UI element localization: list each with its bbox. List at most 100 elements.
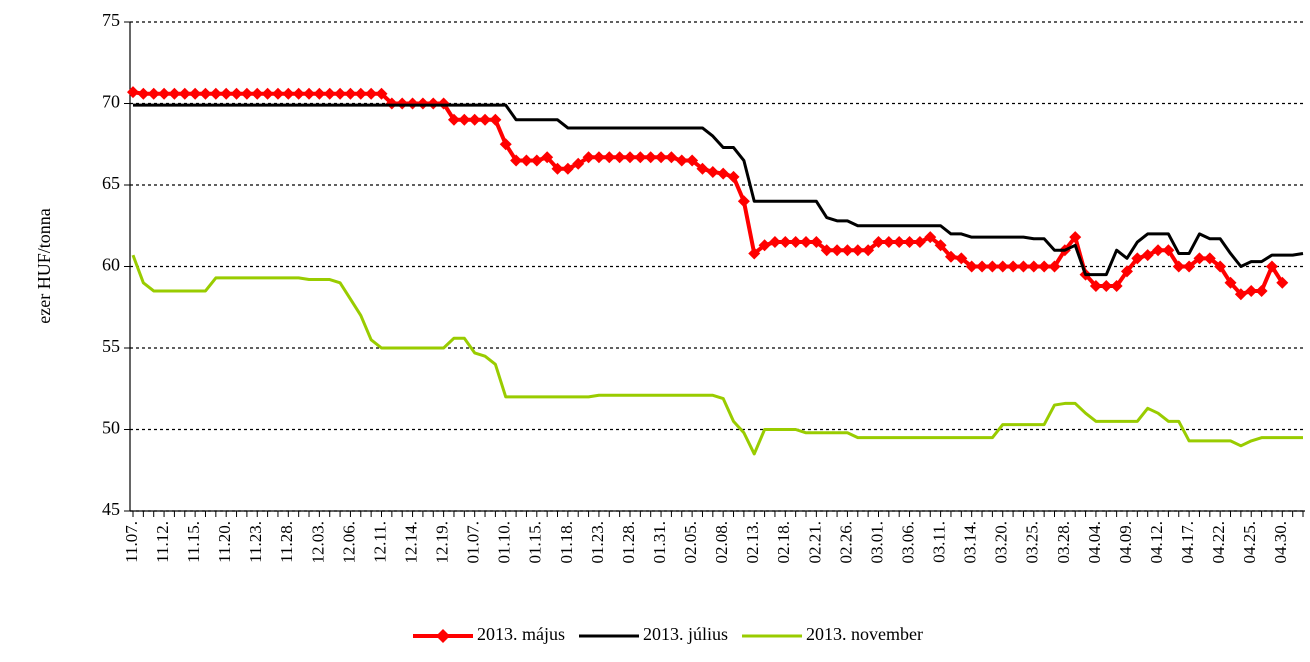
series-marker [1172,260,1185,273]
x-tick-label: 02.18. [774,521,793,564]
series-marker [1131,252,1144,265]
y-tick-label: 55 [102,336,120,356]
series-marker [230,87,243,100]
series-marker [365,87,378,100]
x-tick-label: 12.19. [433,521,452,564]
series-marker [893,236,906,249]
series-marker [1255,284,1268,297]
series-marker [1120,265,1133,278]
series-marker [768,236,781,249]
series-marker [1276,276,1289,289]
series-marker [706,165,719,178]
series-marker [1203,252,1216,265]
series-marker [872,236,885,249]
series-marker [623,151,636,164]
series-marker [1152,244,1165,257]
x-tick-label: 01.18. [557,521,576,564]
x-tick-label: 03.01. [867,521,886,564]
series-marker [375,87,388,100]
series-marker [634,151,647,164]
legend-label: 2013. július [643,624,728,644]
series-marker [178,87,191,100]
series-marker [1234,288,1247,301]
x-tick-label: 01.23. [588,521,607,564]
legend: 2013. május 2013. július 2013. november [413,624,923,644]
y-axis-label: ezer HUF/tonna [34,208,54,323]
series-marker [582,151,595,164]
series-marker [1017,260,1030,273]
series-marker [282,87,295,100]
series-marker [303,87,316,100]
series-marker [334,87,347,100]
series-marker [882,236,895,249]
x-tick-label: 11.20. [215,521,234,563]
legend-label: 2013. november [806,624,923,644]
x-tick-label: 04.04. [1085,521,1104,564]
x-tick-label: 02.13. [743,521,762,564]
series-marker [1193,252,1206,265]
series-marker [220,87,233,100]
x-tick-label: 01.07. [464,521,483,564]
series-marker [934,239,947,252]
legend-item: 2013. május [413,624,565,644]
x-tick-label: 03.06. [898,521,917,564]
x-tick-label: 04.22. [1209,521,1228,564]
series-marker [831,244,844,257]
series-marker [696,162,709,175]
series-marker [924,231,937,244]
series-marker [499,138,512,151]
series-marker [1007,260,1020,273]
x-tick-label: 04.25. [1240,521,1259,564]
series-marker [551,162,564,175]
series-marker [748,247,761,260]
series-marker [675,154,688,167]
series-marker [613,151,626,164]
series-marker [686,154,699,167]
series-marker [199,87,212,100]
x-tick-label: 02.05. [681,521,700,564]
series-marker [1048,260,1061,273]
series-marker [189,87,202,100]
series-marker [665,151,678,164]
x-tick-label: 01.31. [650,521,669,564]
series-marker [427,97,440,110]
legend-label: 2013. május [477,624,565,644]
series-line [131,254,1303,456]
series-marker [1141,249,1154,262]
series-marker [841,244,854,257]
y-tick-label: 75 [102,10,120,30]
series-marker [1183,260,1196,273]
series-marker [1162,244,1175,257]
series-marker [323,87,336,100]
series-marker [344,87,357,100]
x-tick-label: 02.21. [805,521,824,564]
legend-item: 2013. november [742,624,923,644]
x-tick-label: 11.07. [122,521,141,563]
y-tick-label: 60 [102,255,120,275]
series-marker [1089,280,1102,293]
series-marker [510,154,523,167]
series-marker [903,236,916,249]
series-marker [913,236,926,249]
series-marker [976,260,989,273]
series-marker [396,97,409,110]
series-marker [209,87,222,100]
series-line [133,103,1304,277]
series-marker [541,151,554,164]
series-marker [1214,260,1227,273]
x-tick-label: 11.28. [277,521,296,563]
series-marker [1265,260,1278,273]
series-marker [1224,276,1237,289]
y-tick-label: 50 [102,418,120,438]
y-tick-label: 65 [102,173,120,193]
series-marker [168,87,181,100]
series-marker [406,97,419,110]
x-tick-label: 11.12. [153,521,172,563]
series-marker [779,236,792,249]
series-marker [137,87,150,100]
x-tick-label: 04.12. [1147,521,1166,564]
series-marker [292,87,305,100]
x-tick-label: 12.11. [370,521,389,563]
x-tick-label: 04.17. [1178,521,1197,564]
